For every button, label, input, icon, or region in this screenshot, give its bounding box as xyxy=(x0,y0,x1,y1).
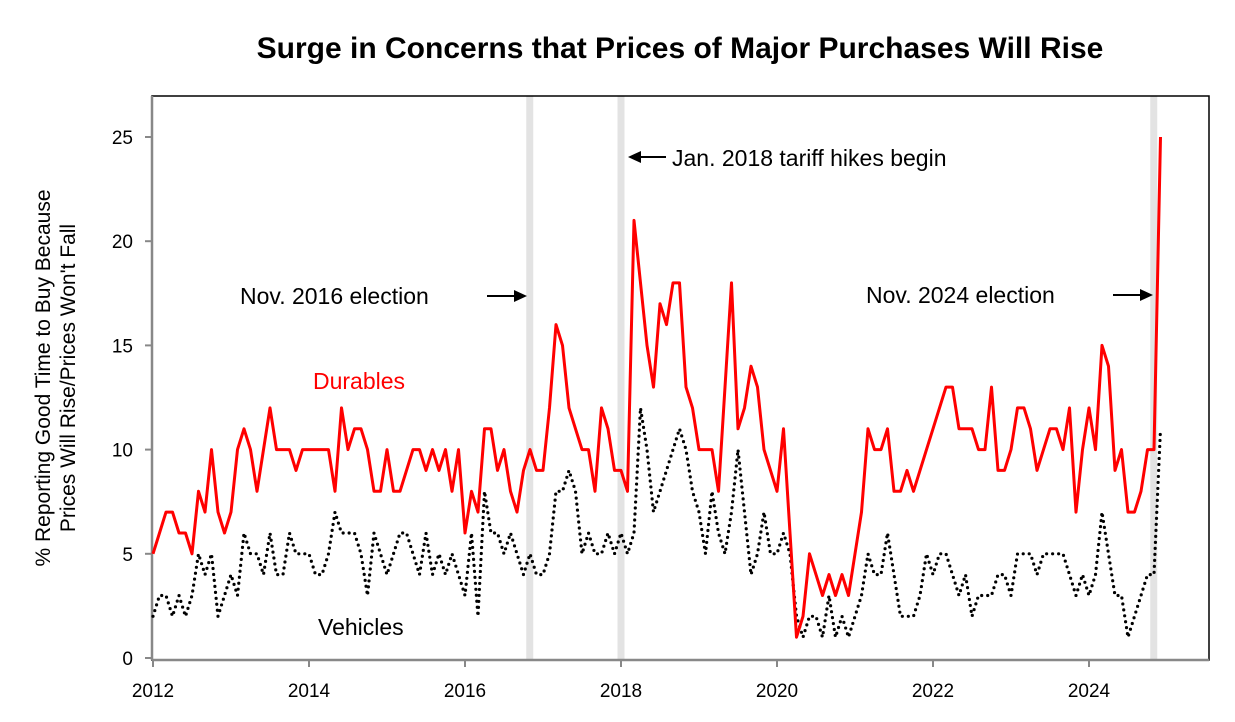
x-tick-label: 2024 xyxy=(1068,681,1111,702)
series-label-vehicles: Vehicles xyxy=(318,614,404,640)
y-tick-label: 15 xyxy=(112,336,133,357)
arrow-right-icon xyxy=(487,290,527,302)
event-band xyxy=(1150,96,1158,660)
plot-frame xyxy=(151,95,1210,661)
event-band xyxy=(526,96,534,660)
x-tick-label: 2014 xyxy=(288,681,331,702)
y-tick-label: 10 xyxy=(112,441,133,462)
y-tick-label: 0 xyxy=(122,649,133,670)
y-tick-label: 25 xyxy=(112,128,133,149)
x-tick-label: 2022 xyxy=(912,681,954,702)
arrow-left-icon xyxy=(628,151,666,163)
chart-title: Surge in Concerns that Prices of Major P… xyxy=(257,32,1104,65)
x-tick-label: 2012 xyxy=(132,681,174,702)
annotation-nov-2016: Nov. 2016 election xyxy=(240,283,429,309)
y-axis-label-line2: Prices Will Rise/Prices Won't Fall xyxy=(57,224,80,532)
y-tick-label: 5 xyxy=(122,545,133,566)
series-label-durables: Durables xyxy=(313,368,405,394)
x-tick-label: 2016 xyxy=(444,681,486,702)
x-tick-label: 2018 xyxy=(600,681,642,702)
x-tick-label: 2020 xyxy=(756,681,798,702)
annotation-jan-2018: Jan. 2018 tariff hikes begin xyxy=(672,145,946,171)
event-band xyxy=(617,96,625,660)
y-tick-label: 20 xyxy=(112,232,133,253)
series-line-vehicles xyxy=(151,406,1163,639)
annotation-nov-2024: Nov. 2024 election xyxy=(866,282,1055,308)
series-line-durables xyxy=(151,136,1162,639)
y-axis-label-line1: % Reporting Good Time to Buy Because xyxy=(32,189,55,566)
arrow-right-icon xyxy=(1113,289,1153,301)
